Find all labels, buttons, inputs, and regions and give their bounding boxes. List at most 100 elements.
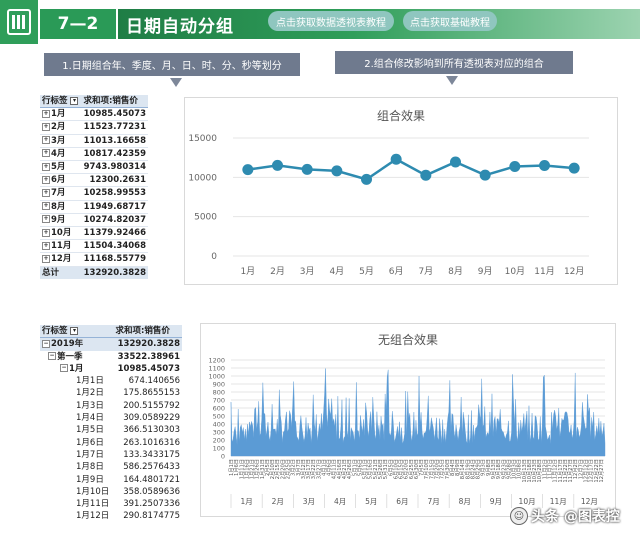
row-label[interactable]: +9月 — [40, 213, 82, 228]
chart-title: 无组合效果 — [378, 332, 438, 347]
date-tick-label: 5月26日 — [377, 459, 384, 479]
filter-dropdown-icon[interactable]: ▾ — [70, 326, 79, 335]
row-label[interactable]: 1月6日 — [76, 437, 104, 448]
expand-icon[interactable]: + — [42, 109, 50, 118]
y-tick-label: 300 — [213, 429, 225, 437]
pivot-header-label[interactable]: 行标签 ▾ — [40, 325, 114, 339]
row-value: 10274.82037 — [81, 213, 148, 228]
row-label[interactable]: +1月 — [40, 107, 82, 122]
row-label[interactable]: −2019年 — [42, 339, 84, 350]
table-row: 1月5日 366.5130303 — [40, 424, 182, 436]
row-label[interactable]: +12月 — [40, 252, 82, 267]
collapse-icon[interactable]: − — [48, 352, 56, 361]
date-tick-label: 3月7日 — [295, 459, 302, 476]
date-tick-label: 9月13日 — [490, 459, 497, 479]
x-tick-label: 2月 — [270, 266, 285, 277]
row-label[interactable]: 1月9日 — [76, 474, 104, 485]
date-tick-label: 6月30日 — [413, 459, 420, 479]
date-tick-label: 1月21日 — [249, 459, 256, 479]
row-label[interactable]: +11月 — [40, 239, 82, 254]
row-label[interactable]: 1月7日 — [76, 449, 104, 460]
expand-icon[interactable]: + — [42, 162, 50, 171]
date-tick-label: 8月14日 — [459, 459, 466, 479]
date-tick-label: 5月31日 — [382, 459, 389, 479]
table-row: +2月 11523.77231 — [40, 120, 148, 135]
chart-icon — [7, 9, 31, 35]
date-tick-label: 2月15日 — [274, 459, 281, 479]
expand-icon[interactable]: + — [42, 122, 50, 131]
ungrouped-area-chart: 无组合效果 01002003004005006007008009001000110… — [208, 332, 606, 508]
row-value: 309.0589229 — [123, 413, 180, 424]
expand-icon[interactable]: + — [42, 215, 50, 224]
row-label[interactable]: 1月11日 — [76, 499, 110, 510]
row-label[interactable]: 1月1日 — [76, 376, 104, 387]
row-value: 674.140656 — [128, 376, 180, 387]
row-label[interactable]: 1月12日 — [76, 511, 110, 522]
month-group-label: 3月 — [303, 497, 315, 506]
month-group-label: 5月 — [365, 497, 377, 506]
row-label[interactable]: +4月 — [40, 147, 82, 162]
month-group-label: 2月 — [272, 497, 284, 506]
y-tick-label: 200 — [213, 437, 225, 445]
date-tick-label: 1月26日 — [254, 459, 261, 479]
row-label[interactable]: 1月2日 — [76, 388, 104, 399]
row-label[interactable]: +7月 — [40, 186, 82, 201]
expand-icon[interactable]: + — [42, 149, 50, 158]
expand-icon[interactable]: + — [42, 241, 50, 250]
data-point — [331, 165, 343, 177]
expand-icon[interactable]: + — [42, 254, 50, 263]
row-label[interactable]: 1月4日 — [76, 413, 104, 424]
row-value: 10817.42359 — [81, 147, 148, 162]
date-tick-label: 5月1日 — [351, 459, 358, 476]
row-label[interactable]: +3月 — [40, 134, 82, 148]
row-label[interactable]: +5月 — [40, 160, 82, 175]
row-value: 133.3433175 — [123, 449, 180, 460]
expand-icon[interactable]: + — [42, 136, 50, 145]
x-tick-label: 5月 — [359, 266, 374, 277]
date-tick-label: 3月2日 — [290, 459, 297, 476]
collapse-icon[interactable]: − — [60, 364, 68, 373]
total-row: −2019年 132920.3828 — [40, 337, 182, 351]
row-label[interactable]: +8月 — [40, 200, 82, 214]
pivot-tutorial-link[interactable]: 点击获取数据透视表教程 — [268, 11, 394, 31]
row-label[interactable]: 1月8日 — [76, 462, 104, 473]
row-label[interactable]: +10月 — [40, 226, 82, 241]
table-row: 1月2日 175.8655153 — [40, 387, 182, 399]
date-tick-label: 4月1日 — [321, 459, 328, 476]
row-label[interactable]: −1月 — [60, 363, 84, 374]
x-tick-label: 4月 — [329, 266, 344, 277]
row-label[interactable]: +6月 — [40, 173, 82, 188]
row-value: 11523.77231 — [81, 120, 148, 135]
row-label[interactable]: 1月5日 — [76, 425, 104, 436]
date-tick-label: 6月10日 — [392, 459, 399, 479]
date-tick-label: 12月27日 — [598, 459, 605, 483]
date-tick-label: 11月22日 — [562, 459, 569, 483]
expand-icon[interactable]: + — [42, 228, 50, 237]
date-tick-label: 8月19日 — [464, 459, 471, 479]
row-label[interactable]: 1月3日 — [76, 400, 104, 411]
collapse-icon[interactable]: − — [42, 339, 50, 348]
pivot-header-value: 求和项:销售价 — [81, 95, 148, 109]
date-tick-label: 6月15日 — [398, 459, 405, 479]
pivot-header-label[interactable]: 行标签 ▾ — [40, 95, 82, 109]
filter-dropdown-icon[interactable]: ▾ — [70, 96, 79, 105]
table-row: 1月12日 290.8174775 — [40, 510, 182, 522]
table-row: 1月3日 200.5155792 — [40, 400, 182, 412]
date-tick-label: 3月22日 — [310, 459, 317, 479]
date-tick-label: 1月16日 — [243, 459, 250, 479]
row-label[interactable]: − 第一季 — [48, 351, 83, 362]
data-point — [242, 164, 254, 176]
note-banner-left: 1.日期组合年、季度、月、日、时、分、秒等划分 — [44, 53, 300, 76]
date-tick-label: 3月12日 — [300, 459, 307, 479]
table-row: +8月 11949.68717 — [40, 200, 148, 214]
row-value: 11013.16658 — [81, 134, 148, 148]
row-label[interactable]: +2月 — [40, 120, 82, 135]
date-tick-label: 1月11日 — [238, 459, 245, 479]
basic-tutorial-link[interactable]: 点击获取基础教程 — [403, 11, 497, 31]
expand-icon[interactable]: + — [42, 175, 50, 184]
total-row: 总计 132920.3828 — [40, 265, 148, 279]
expand-icon[interactable]: + — [42, 202, 50, 211]
row-label[interactable]: 1月10日 — [76, 486, 110, 497]
pivot-header-value: 求和项:销售价 — [113, 325, 182, 339]
expand-icon[interactable]: + — [42, 188, 50, 197]
